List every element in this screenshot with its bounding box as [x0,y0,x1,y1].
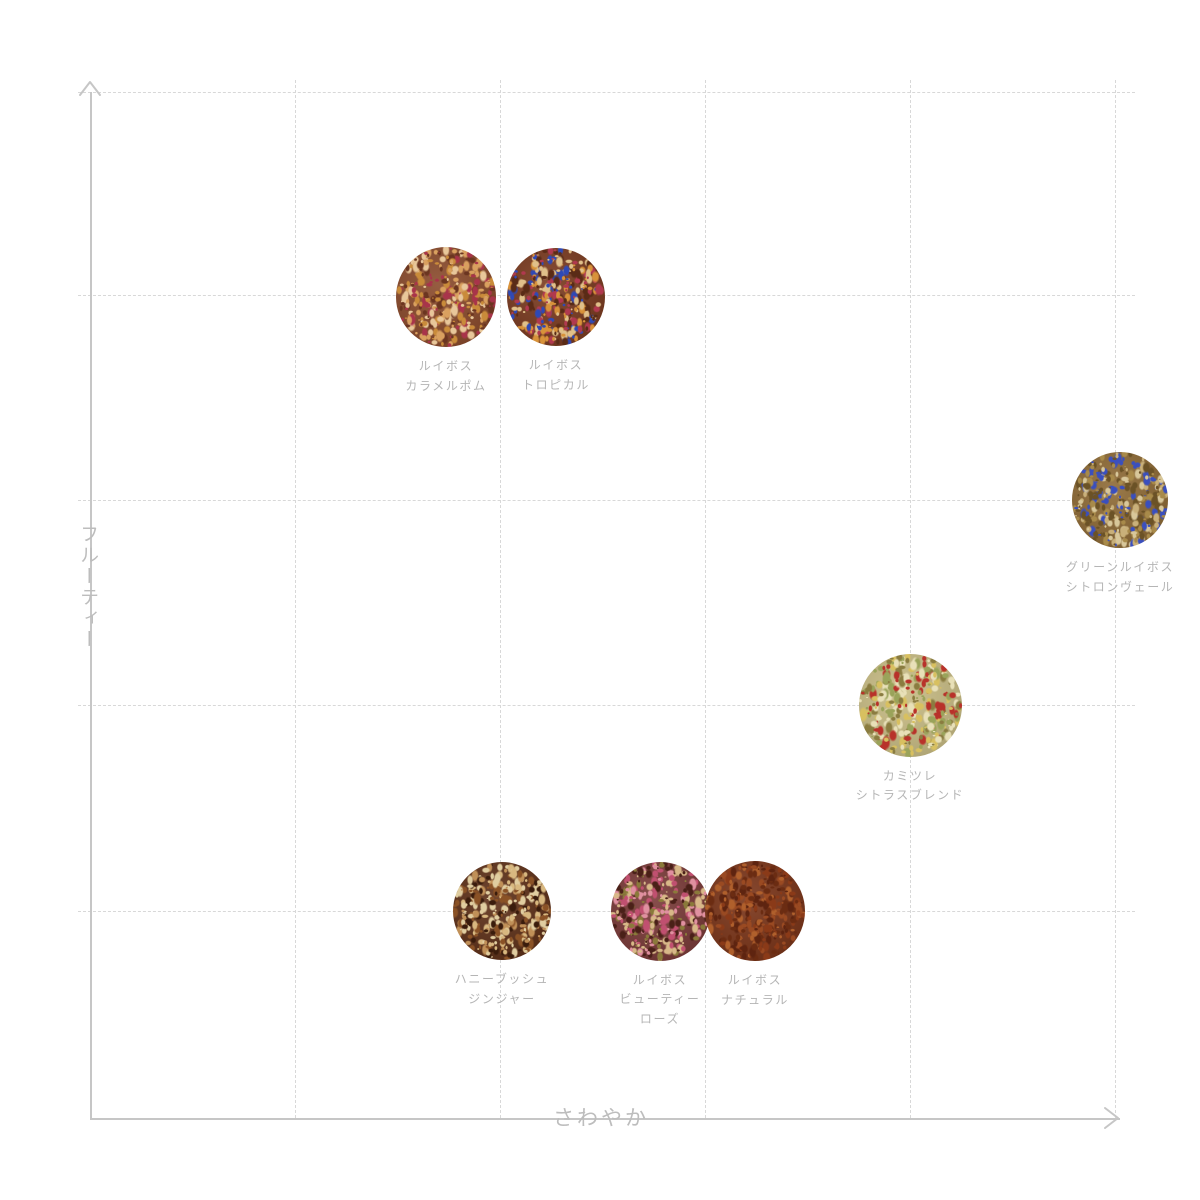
gridline-vertical [500,80,501,1118]
tea-label: ルイボスカラメルポム [405,357,486,397]
tea-swatch[interactable] [453,862,551,960]
tea-label: ルイボス トロピカル [522,356,590,396]
tea-label: グリーンルイボス シトロンヴェール [1066,558,1175,598]
tea-swatch[interactable] [705,861,805,961]
tea-label: カミツレシトラスブレンド [856,767,965,807]
tea-label-line: ルイボス [727,973,783,987]
tea-swatch[interactable] [610,861,710,961]
y-axis-line [90,92,92,1118]
tea-item[interactable]: グリーンルイボス シトロンヴェール [1010,452,1200,598]
tea-swatch[interactable] [858,653,962,757]
y-axis-label-text: フルーティー [77,524,98,650]
tea-item[interactable]: カミツレシトラスブレンド [800,653,1020,807]
tea-label-line: グリーンルイボス [1065,560,1175,574]
tea-label: ハニーブッシュ ジンジャー [455,970,549,1010]
gridline-horizontal [78,705,1135,706]
tea-label-line: シトラスブレンド [855,788,965,803]
x-axis-label-text: さわやか [553,1107,649,1130]
x-axis-label-dash-right [658,1118,684,1119]
tea-label-line: ハニーブッシュ [454,972,550,986]
tea-label: ルイボス ナチュラル [721,971,789,1011]
tea-label-line: ジンジャー [468,991,536,1006]
tea-swatch[interactable] [396,247,496,347]
tea-label-line: カラメルポム [405,378,487,393]
y-axis-label: フルーティー [77,524,98,650]
tea-swatch[interactable] [1072,452,1168,548]
x-axis-label: さわやか [518,1108,684,1129]
tea-label-line: トロピカル [521,377,590,392]
tea-label: ルイボスビューティー ローズ [620,971,701,1030]
gridline-vertical [910,80,911,1118]
tea-label-line: ナチュラル [720,992,789,1007]
tea-label-line: ローズ [639,1012,681,1027]
x-axis-arrow-right-icon [1096,1105,1122,1131]
tea-item[interactable]: ルイボスビューティー ローズ [550,861,770,1030]
tea-item[interactable]: ルイボス ナチュラル [645,861,865,1011]
gridline-vertical [705,80,706,1118]
tea-label-line: ビューティー [619,992,701,1007]
x-axis-label-dash-left [518,1118,544,1119]
y-axis-arrow-up-icon [77,78,103,104]
tea-label-line: カミツレ [882,768,938,783]
tea-label-line: ルイボス [418,359,474,373]
tea-swatch[interactable] [507,248,605,346]
tea-label-line: ルイボス [632,972,688,987]
gridline-vertical [1115,80,1116,1118]
gridline-horizontal [78,911,1135,912]
tea-item[interactable]: ルイボスカラメルポム [336,247,556,397]
gridline-horizontal [78,92,1135,93]
x-axis-line [90,1118,1120,1120]
tea-item[interactable]: ハニーブッシュ ジンジャー [392,862,612,1010]
tea-item[interactable]: ルイボス トロピカル [446,248,666,396]
gridline-horizontal [78,500,1135,501]
tea-label-line: ルイボス [528,358,584,372]
gridline-vertical [295,80,296,1118]
tea-label-line: シトロンヴェール [1065,579,1175,594]
gridline-horizontal [78,295,1135,296]
